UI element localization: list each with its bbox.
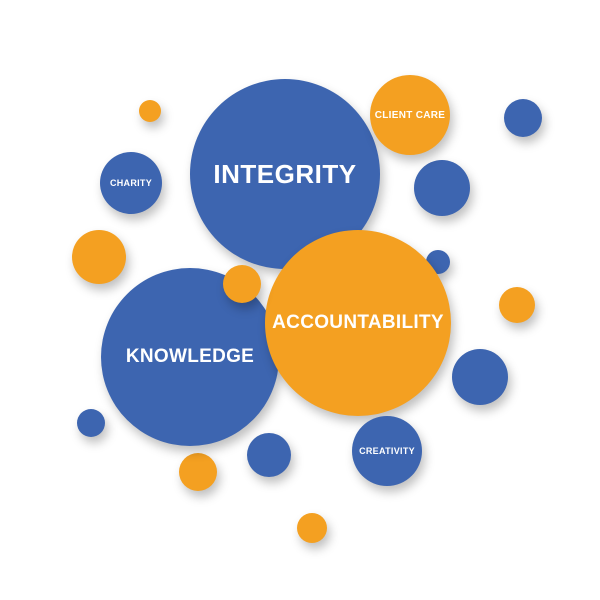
decorative-bubble (499, 287, 535, 323)
creativity-label: CREATIVITY (359, 446, 415, 456)
knowledge-label: KNOWLEDGE (125, 346, 255, 367)
decorative-bubble (223, 265, 261, 303)
client-care-label: CLIENT CARE (374, 109, 446, 121)
accountability-label: ACCOUNTABILITY (272, 312, 444, 333)
decorative-bubble (139, 100, 161, 122)
integrity-label: INTEGRITY (213, 158, 357, 189)
decorative-bubble (77, 409, 105, 437)
decorative-bubble (247, 433, 291, 477)
creativity-bubble: CREATIVITY (352, 416, 422, 486)
decorative-bubble (414, 160, 470, 216)
decorative-bubble (72, 230, 126, 284)
charity-bubble: CHARITY (100, 152, 162, 214)
client-care-bubble: CLIENT CARE (370, 75, 450, 155)
decorative-bubble (504, 99, 542, 137)
decorative-bubble (179, 453, 217, 491)
decorative-bubble (452, 349, 508, 405)
decorative-bubble (297, 513, 327, 543)
charity-label: CHARITY (109, 178, 153, 188)
accountability-bubble: ACCOUNTABILITY (265, 230, 451, 416)
